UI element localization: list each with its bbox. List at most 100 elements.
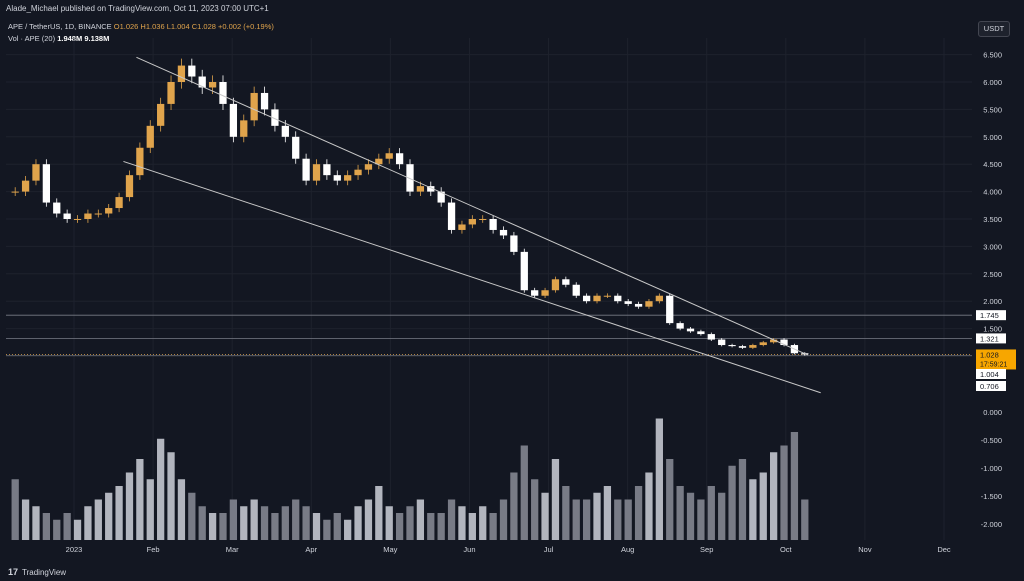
- volume-bar: [634, 486, 643, 540]
- candle-body: [479, 219, 487, 220]
- candle-body: [780, 339, 788, 346]
- candle-body: [468, 219, 476, 225]
- candle-body: [655, 295, 663, 302]
- ohlc-values: O1.026 H1.036 L1.004 C1.028 +0.002 (+0.1…: [113, 22, 274, 31]
- volume-bar: [468, 513, 476, 540]
- x-axis-tick-label: Jul: [544, 545, 554, 554]
- volume-bar: [375, 486, 383, 540]
- candle-body: [624, 301, 632, 304]
- volume-bar: [240, 506, 248, 540]
- candle-body: [271, 109, 279, 126]
- candle-body: [738, 346, 747, 348]
- candle-body: [593, 295, 601, 302]
- x-axis-tick-label: Sep: [700, 545, 713, 554]
- x-axis-tick-label: Dec: [937, 545, 951, 554]
- volume-label[interactable]: Vol · APE (20): [8, 34, 56, 43]
- candle-body: [167, 82, 175, 104]
- volume-bar: [32, 506, 40, 540]
- candle-body: [333, 175, 341, 181]
- volume-bar: [177, 479, 186, 540]
- volume-bar: [53, 519, 61, 540]
- candle-body: [770, 339, 778, 343]
- tradingview-brand: TradingView: [22, 567, 67, 577]
- volume-bar: [801, 499, 809, 540]
- candle-body: [697, 331, 705, 335]
- volume-bar: [697, 499, 705, 540]
- candle-body: [427, 186, 435, 192]
- volume-bar: [63, 513, 71, 540]
- x-axis-tick-label: Jun: [463, 545, 475, 554]
- candle-body: [84, 213, 92, 219]
- x-axis-tick-label: 2023: [66, 545, 83, 554]
- price-axis-tick-label: 2.500: [983, 270, 1002, 279]
- trendline: [136, 56, 808, 356]
- candle-body: [115, 197, 123, 209]
- volume-bar: [219, 513, 227, 540]
- candle-body: [718, 339, 726, 346]
- candle-body: [146, 125, 154, 148]
- candle-body: [260, 92, 269, 110]
- level-tag-0706: 0.706: [980, 382, 999, 391]
- price-axis-tick-label: 2.000: [983, 297, 1002, 306]
- candle-body: [666, 295, 674, 324]
- volume-bar: [323, 519, 331, 540]
- candle-body: [302, 158, 310, 181]
- volume-bar: [157, 438, 165, 540]
- volume-bar: [562, 486, 570, 540]
- x-axis-tick-label: Mar: [226, 545, 239, 554]
- volume-axis-tick-label: -0.500: [981, 436, 1002, 445]
- volume-bar: [416, 499, 425, 540]
- volume-bar: [780, 445, 788, 540]
- candle-body: [707, 334, 715, 340]
- volume-bar: [489, 513, 497, 540]
- symbol-label[interactable]: APE / TetherUS, 1D, BINANCE: [8, 22, 112, 31]
- volume-bar: [302, 506, 310, 540]
- volume-bar: [738, 459, 747, 540]
- candle-body: [759, 342, 767, 346]
- volume-bar: [125, 472, 134, 540]
- volume-bar: [146, 479, 154, 540]
- volume-bar: [11, 479, 19, 540]
- published-text: Alade_Michael published on TradingView.c…: [6, 4, 269, 13]
- price-axis-tick-label: 3.000: [983, 242, 1002, 251]
- candle-body: [250, 92, 258, 121]
- candle-body: [510, 235, 518, 252]
- candle-body: [354, 169, 362, 176]
- volume-bar: [655, 418, 663, 540]
- candle-body: [572, 284, 580, 296]
- volume-axis-tick-label: -2.000: [981, 520, 1002, 529]
- volume-axis-tick-label: -1.000: [981, 464, 1002, 473]
- x-axis-tick-label: Feb: [147, 545, 160, 554]
- volume-bar: [271, 513, 279, 540]
- volume-bar: [749, 479, 757, 540]
- volume-bar: [686, 492, 695, 540]
- candle-body: [157, 103, 165, 126]
- price-axis-tick-label: 5.000: [983, 133, 1002, 142]
- candle-body: [686, 328, 695, 332]
- candle-body: [11, 191, 19, 193]
- volume-bar: [188, 492, 196, 540]
- price-axis-tick-label: 5.500: [983, 105, 1002, 114]
- candle-body: [489, 219, 497, 230]
- volume-bar: [167, 452, 175, 540]
- volume-bar: [447, 499, 456, 540]
- tradingview-logo-icon: 17: [8, 567, 19, 577]
- currency-button[interactable]: USDT: [978, 21, 1010, 37]
- volume-bar: [385, 506, 393, 540]
- price-axis-tick-label: 4.500: [983, 160, 1002, 169]
- candle-body: [541, 290, 549, 296]
- candle-body: [323, 164, 331, 176]
- level-tag-1004-bg: [976, 369, 1006, 379]
- volume-axis-tick-label: 0.000: [983, 408, 1002, 417]
- volume-bar: [437, 513, 445, 540]
- candle-body: [364, 164, 373, 170]
- last-price-tag: 1.028: [980, 350, 999, 359]
- candle-body: [125, 175, 134, 198]
- level-tag-1745-bg: [976, 310, 1006, 321]
- x-axis-tick-label: Nov: [858, 545, 872, 554]
- volume-bar: [105, 492, 113, 540]
- volume-bar: [458, 506, 466, 540]
- candle-body: [53, 202, 61, 214]
- volume-bar: [73, 519, 82, 540]
